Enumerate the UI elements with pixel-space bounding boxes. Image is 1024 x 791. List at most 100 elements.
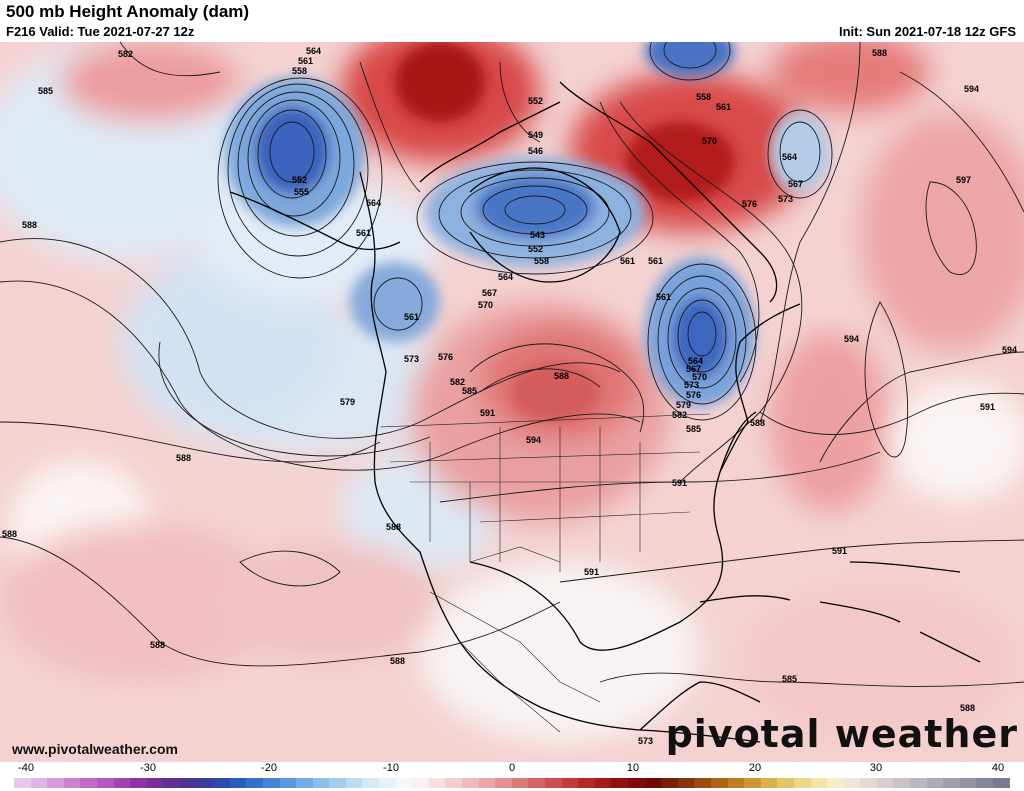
colorbar-swatch <box>146 778 164 788</box>
colorbar-swatch <box>677 778 695 788</box>
svg-text:573: 573 <box>684 380 699 390</box>
svg-text:564: 564 <box>782 152 797 162</box>
svg-text:576: 576 <box>742 199 757 209</box>
svg-text:588: 588 <box>2 529 17 539</box>
svg-text:591: 591 <box>672 478 687 488</box>
colorbar-swatch <box>511 778 529 788</box>
svg-text:546: 546 <box>528 146 543 156</box>
colorbar-swatch <box>262 778 280 788</box>
valid-time: F216 Valid: Tue 2021-07-27 12z <box>6 24 195 39</box>
colorbar-swatch <box>627 778 645 788</box>
colorbar-swatch <box>279 778 297 788</box>
colorbar-swatch <box>495 778 512 788</box>
svg-text:576: 576 <box>686 390 701 400</box>
svg-text:588: 588 <box>390 656 405 666</box>
colorbar-tick: 30 <box>869 762 883 774</box>
colorbar-swatch <box>810 778 828 788</box>
colorbar-tick: 10 <box>626 762 640 774</box>
colorbar-swatch <box>561 778 579 788</box>
colorbar-tick: -30 <box>140 762 156 774</box>
colorbar-swatch <box>80 778 97 788</box>
colorbar-swatch <box>329 778 346 788</box>
colorbar-swatch <box>96 778 114 788</box>
colorbar-swatch <box>63 778 81 788</box>
svg-text:561: 561 <box>404 312 419 322</box>
coastlines-borders <box>229 81 981 743</box>
height-contours <box>0 42 1024 687</box>
colorbar-swatch <box>644 778 662 788</box>
colorbar-swatch <box>860 778 877 788</box>
svg-text:570: 570 <box>692 372 707 382</box>
us-state-borders <box>379 413 711 733</box>
colorbar-swatch <box>395 778 413 788</box>
colorbar-swatch <box>47 778 64 788</box>
colorbar-swatch <box>462 778 479 788</box>
svg-text:543: 543 <box>530 230 545 240</box>
svg-text:588: 588 <box>960 703 975 713</box>
svg-text:573: 573 <box>638 736 653 746</box>
svg-text:561: 561 <box>298 56 313 66</box>
colorbar-swatch <box>594 778 612 788</box>
colorbar-ticks: -40 -30 -20 -10 0 10 20 30 40 <box>0 762 1024 776</box>
svg-text:567: 567 <box>686 364 701 374</box>
svg-text:594: 594 <box>1002 345 1017 355</box>
svg-text:558: 558 <box>696 92 711 102</box>
colorbar-swatch <box>362 778 380 788</box>
colorbar-swatch <box>611 778 628 788</box>
colorbar-swatch <box>246 778 263 788</box>
colorbar-swatch <box>976 778 994 788</box>
svg-text:558: 558 <box>292 66 307 76</box>
colorbar: -40 -30 -20 -10 0 10 20 30 40 <box>0 762 1024 791</box>
colorbar-swatch <box>528 778 545 788</box>
colorbar-swatch <box>910 778 927 788</box>
svg-text:561: 561 <box>356 228 371 238</box>
pivotal-weather-logo: pivotal weather <box>665 712 1018 756</box>
colorbar-swatch <box>993 778 1010 788</box>
svg-text:576: 576 <box>438 352 453 362</box>
svg-text:588: 588 <box>22 220 37 230</box>
colorbar-tick: 0 <box>508 762 516 774</box>
svg-text:582: 582 <box>450 377 465 387</box>
colorbar-swatch <box>229 778 247 788</box>
svg-text:573: 573 <box>404 354 419 364</box>
svg-text:567: 567 <box>788 179 803 189</box>
svg-text:555: 555 <box>294 187 309 197</box>
colorbar-swatch <box>661 778 678 788</box>
colorbar-swatch <box>843 778 861 788</box>
svg-text:561: 561 <box>656 292 671 302</box>
svg-text:591: 591 <box>480 408 495 418</box>
colorbar-swatch <box>478 778 496 788</box>
svg-text:585: 585 <box>686 424 701 434</box>
svg-text:561: 561 <box>648 256 663 266</box>
svg-text:594: 594 <box>844 334 859 344</box>
svg-text:579: 579 <box>340 397 355 407</box>
init-time: Init: Sun 2021-07-18 12z GFS <box>838 24 1016 39</box>
colorbar-swatch <box>926 778 944 788</box>
colorbar-swatch <box>14 778 31 788</box>
colorbar-swatch <box>213 778 230 788</box>
colorbar-swatch <box>412 778 429 788</box>
colorbar-swatch <box>744 778 761 788</box>
anomaly-shading <box>0 42 1024 762</box>
svg-text:591: 591 <box>832 546 847 556</box>
svg-text:552: 552 <box>528 244 543 254</box>
svg-text:564: 564 <box>498 272 513 282</box>
svg-text:549: 549 <box>528 130 543 140</box>
svg-text:564: 564 <box>688 356 703 366</box>
svg-text:561: 561 <box>620 256 635 266</box>
colorbar-swatch <box>345 778 363 788</box>
svg-text:591: 591 <box>980 402 995 412</box>
svg-text:579: 579 <box>676 400 691 410</box>
colorbar-swatch <box>727 778 745 788</box>
svg-text:564: 564 <box>366 198 381 208</box>
colorbar-swatch <box>545 778 562 788</box>
svg-text:588: 588 <box>554 371 569 381</box>
svg-text:582: 582 <box>672 410 687 420</box>
svg-text:564: 564 <box>306 46 321 56</box>
colorbar-swatch <box>113 778 131 788</box>
colorbar-swatches <box>14 778 1010 788</box>
colorbar-swatch <box>959 778 977 788</box>
svg-text:570: 570 <box>478 300 493 310</box>
svg-text:588: 588 <box>872 48 887 58</box>
colorbar-tick: -10 <box>383 762 399 774</box>
